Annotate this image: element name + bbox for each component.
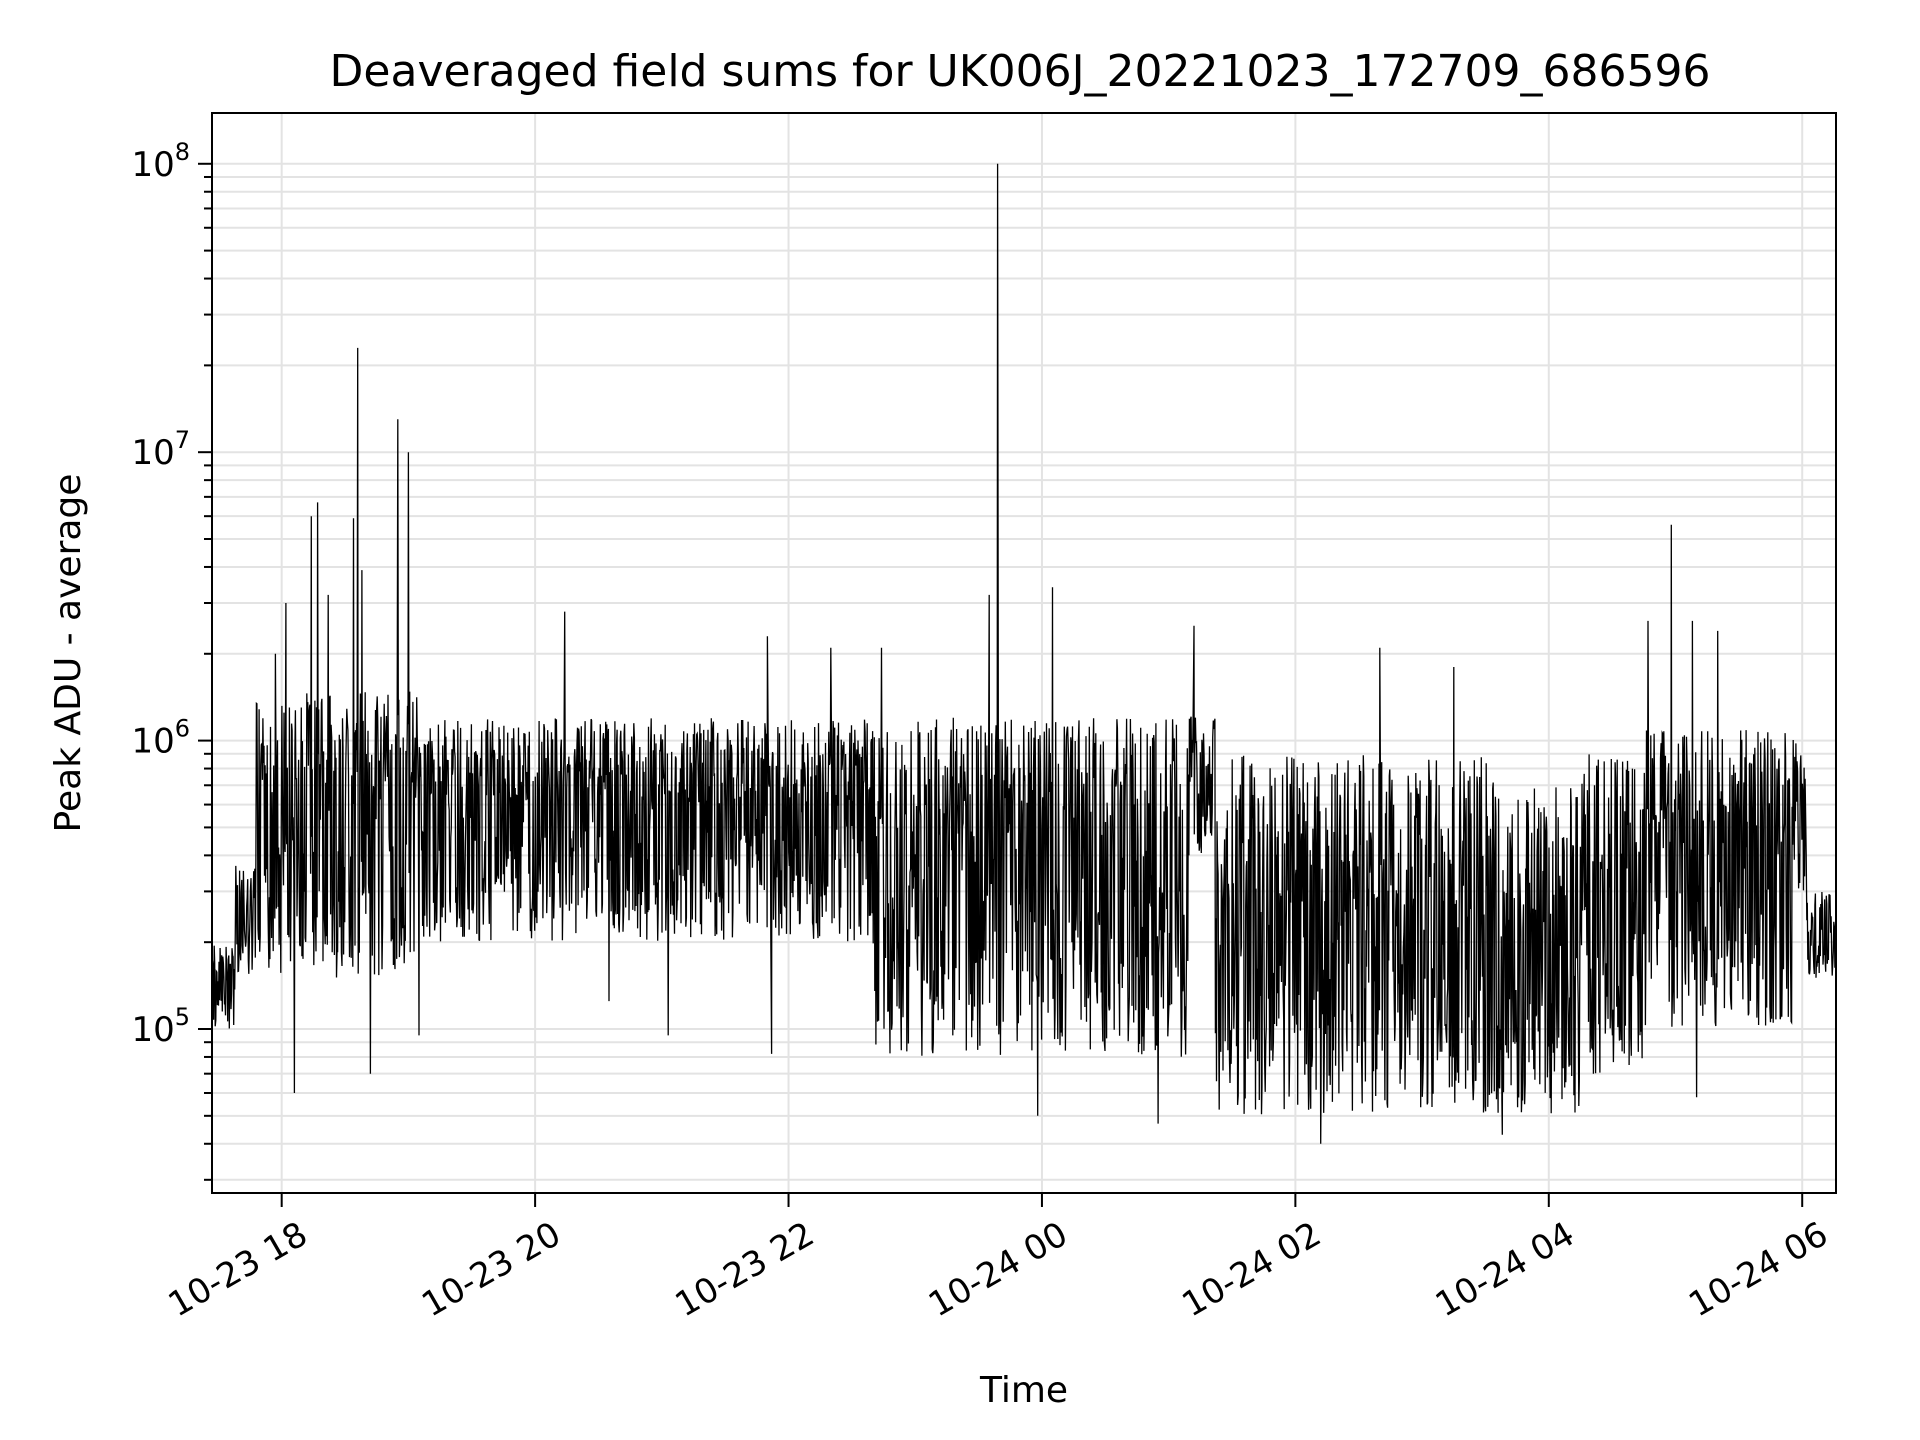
x-tick-label: 10-24 06 <box>1682 1214 1834 1325</box>
series-line <box>211 163 1837 1144</box>
y-tick-label: 105 <box>131 1003 190 1050</box>
y-tick-label: 106 <box>131 715 190 762</box>
y-tick-label: 108 <box>131 138 190 185</box>
x-tick-label: 10-24 02 <box>1175 1214 1327 1325</box>
data-series <box>211 163 1837 1144</box>
y-axis-label: Peak ADU - average <box>48 474 89 833</box>
x-tick-label: 10-24 04 <box>1429 1214 1581 1325</box>
y-axis-ticks: 105 106 107 108 <box>131 138 212 1181</box>
x-tick-label: 10-24 00 <box>922 1214 1074 1325</box>
y-tick-label: 107 <box>131 426 190 473</box>
x-axis-ticks: 10-23 18 10-23 20 10-23 22 10-24 00 10-24 02… <box>162 1193 1835 1325</box>
x-tick-label: 10-23 22 <box>669 1214 821 1325</box>
x-tick-label: 10-23 18 <box>162 1214 314 1325</box>
x-axis-label: Time <box>979 1370 1068 1411</box>
x-tick-label: 10-23 20 <box>415 1214 567 1325</box>
chart-title: Deaveraged field sums for UK006J_2022102… <box>330 46 1711 97</box>
